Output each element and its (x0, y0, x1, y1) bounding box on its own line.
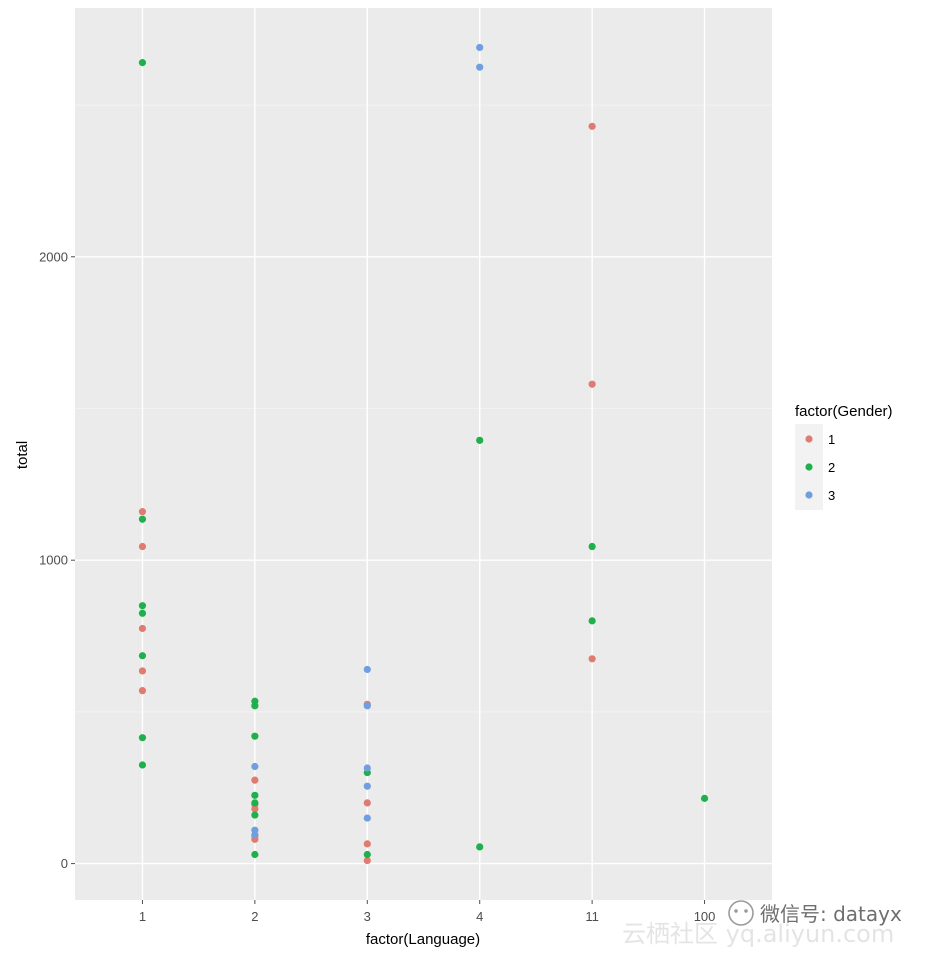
data-point-gender-3 (363, 782, 371, 790)
x-tick-label: 1 (139, 909, 146, 924)
x-tick-label: 3 (364, 909, 371, 924)
data-point-gender-2 (138, 602, 147, 610)
legend-label-3: 3 (828, 488, 835, 503)
legend-items: 1 2 3 (805, 432, 835, 503)
y-tick-label: 0 (61, 856, 68, 871)
y-tick-label: 1000 (39, 553, 68, 568)
data-point-gender-2 (138, 59, 147, 67)
data-point-gender-3 (363, 764, 371, 772)
data-point-gender-2 (251, 811, 259, 819)
data-point-gender-3 (251, 831, 259, 839)
data-point-gender-2 (363, 850, 371, 859)
watermark: 微信号: datayx 云栖社区 yq.aliyun.com (622, 900, 902, 948)
data-point-gender-2 (138, 515, 147, 523)
data-point-gender-2 (251, 732, 259, 740)
data-point-gender-1 (363, 799, 371, 807)
data-point-gender-2 (251, 791, 259, 799)
data-point-gender-2 (138, 609, 147, 617)
legend-label-2: 2 (828, 460, 835, 475)
data-point-gender-3 (363, 814, 371, 822)
data-point-gender-3 (363, 702, 371, 710)
data-point-gender-1 (138, 667, 147, 675)
legend-key-3 (805, 491, 813, 499)
x-tick-label: 100 (694, 909, 716, 924)
data-point-gender-2 (138, 652, 147, 660)
data-point-gender-1 (363, 840, 371, 848)
x-axis-title: factor(Language) (366, 931, 480, 948)
data-point-gender-1 (138, 542, 147, 551)
data-point-gender-2 (251, 799, 259, 807)
data-point-gender-2 (476, 843, 484, 851)
data-point-gender-2 (138, 761, 147, 769)
data-point-gender-2 (138, 734, 147, 742)
x-tick-label: 11 (585, 909, 599, 924)
data-point-gender-1 (251, 776, 259, 784)
data-point-gender-1 (588, 380, 596, 388)
y-tick-label: 2000 (39, 249, 68, 264)
x-tick-label: 2 (251, 909, 258, 924)
grid-major (75, 8, 772, 900)
legend-label-1: 1 (828, 432, 835, 447)
x-tick-label: 4 (476, 909, 483, 924)
data-point-gender-1 (138, 508, 147, 516)
watermark-text: 微信号: datayx (760, 902, 902, 926)
legend-key-2 (805, 463, 813, 471)
data-point-gender-2 (588, 617, 596, 625)
data-point-gender-3 (476, 43, 484, 52)
data-point-gender-1 (588, 122, 596, 130)
data-point-gender-2 (476, 436, 484, 444)
data-point-gender-3 (363, 665, 371, 674)
plot-panel (75, 8, 772, 900)
data-point-gender-2 (700, 794, 709, 802)
data-point-gender-3 (476, 63, 484, 71)
legend-key-1 (805, 435, 813, 443)
data-point-gender-2 (251, 702, 259, 710)
y-axis-title: total (14, 441, 31, 469)
data-point-gender-3 (251, 762, 259, 771)
data-point-gender-2 (588, 542, 596, 551)
data-point-gender-1 (251, 805, 259, 813)
chat-bubble-icon (728, 900, 754, 926)
data-point-gender-2 (251, 850, 259, 859)
data-point-gender-1 (588, 655, 596, 663)
grid-minor (75, 104, 772, 713)
data-points (138, 43, 709, 865)
axis-ticks: 0 1000 2000 1 2 3 4 11 100 (39, 249, 715, 924)
data-point-gender-1 (138, 687, 147, 695)
watermark-site-text: 云栖社区 yq.aliyun.com (622, 920, 894, 948)
legend-title: factor(Gender) (795, 403, 893, 420)
data-point-gender-1 (138, 624, 147, 633)
legend: factor(Gender) 1 2 3 (795, 403, 893, 510)
data-point-gender-1 (363, 856, 371, 865)
